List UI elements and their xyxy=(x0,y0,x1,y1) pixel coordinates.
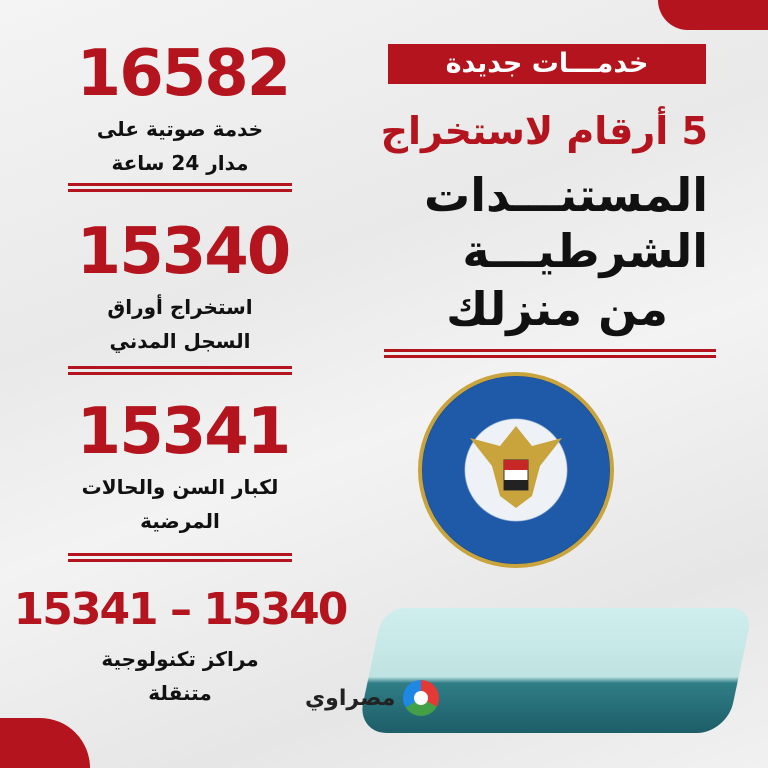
desc-line: المرضية xyxy=(140,509,220,533)
number-1: 16582 xyxy=(76,37,292,111)
number-1-desc: خدمة صوتية على مدار 24 ساعة xyxy=(60,112,300,180)
number-4: 15341 – 15340 xyxy=(13,584,349,635)
divider xyxy=(68,183,292,192)
civil-status-emblem xyxy=(418,372,614,568)
number-3: 15341 xyxy=(76,395,292,469)
title-line-1: 5 أرقام لاستخراج xyxy=(380,109,708,153)
desc-line: مدار 24 ساعة xyxy=(111,151,249,175)
desc-line: مراكز تكنولوجية xyxy=(101,647,259,671)
divider xyxy=(68,366,292,375)
decor-corner-bottom-left xyxy=(0,718,90,768)
desc-line: السجل المدني xyxy=(109,329,251,353)
desc-line: متنقلة xyxy=(148,681,212,705)
brand-name: مصراوي xyxy=(305,685,396,711)
desc-line: لكبار السن والحالات xyxy=(81,475,279,499)
eagle-icon xyxy=(470,426,562,508)
new-services-tag: خدمـــات جديدة xyxy=(388,44,706,84)
desc-line: خدمة صوتية على xyxy=(96,117,264,141)
desc-line: استخراج أوراق xyxy=(107,295,253,319)
title-line-2: المستنـــدات xyxy=(424,168,708,222)
number-2-desc: استخراج أوراق السجل المدني xyxy=(60,290,300,358)
number-2: 15340 xyxy=(76,215,292,289)
title-line-3: الشرطيـــة xyxy=(462,224,708,278)
masrawy-logo: مصراوي xyxy=(305,680,440,716)
decor-corner-top-right xyxy=(658,0,768,30)
divider xyxy=(68,553,292,562)
title-line-4: من منزلك xyxy=(446,282,668,336)
number-3-desc: لكبار السن والحالات المرضية xyxy=(50,470,310,538)
number-4-desc: مراكز تكنولوجية متنقلة xyxy=(60,642,300,710)
masrawy-logo-icon xyxy=(403,680,440,716)
title-divider xyxy=(384,349,716,358)
